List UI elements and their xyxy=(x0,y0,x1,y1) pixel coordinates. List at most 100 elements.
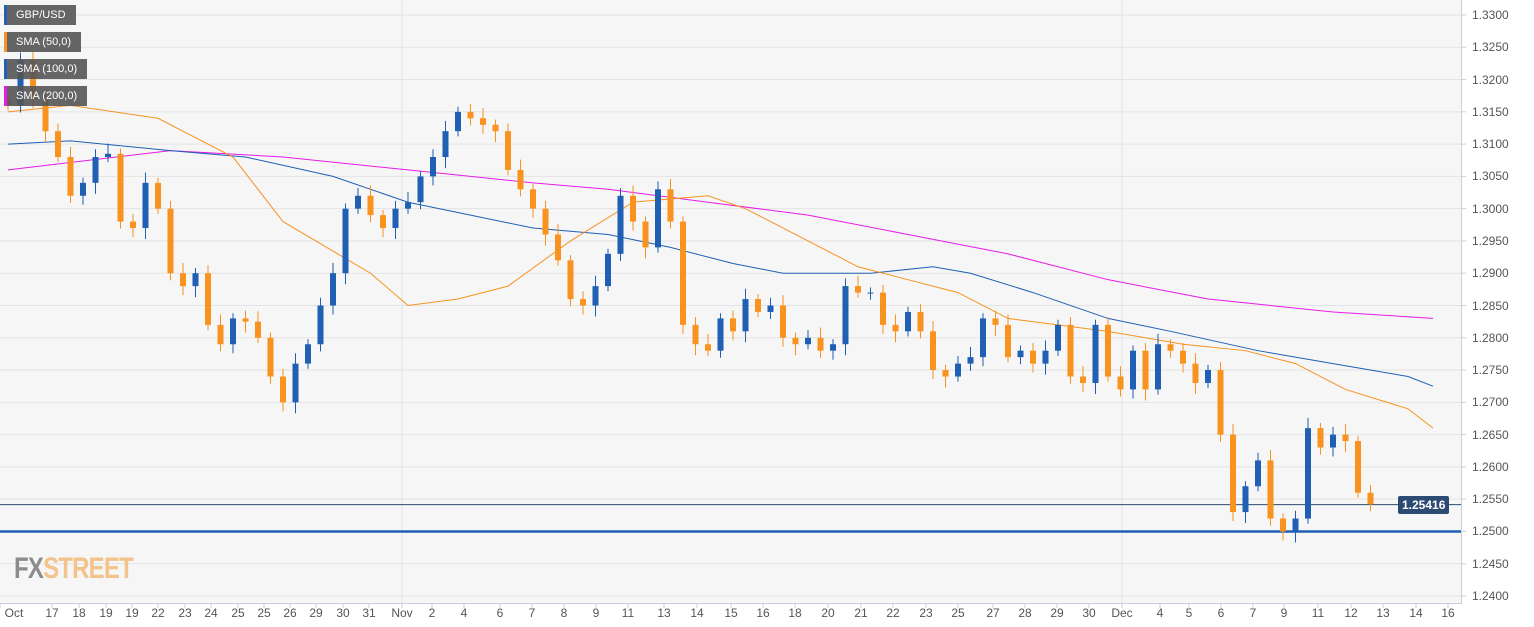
candle-down xyxy=(1180,350,1186,364)
x-tick-label: 14 xyxy=(1409,606,1423,620)
legend-item[interactable]: SMA (50,0) xyxy=(4,32,82,52)
x-tick-label: 7 xyxy=(528,606,536,620)
y-tick-label: 1.3150 xyxy=(1472,104,1509,119)
candle-down xyxy=(1367,492,1374,505)
legend-color-swatch xyxy=(4,5,7,25)
candle-down xyxy=(855,286,861,293)
candle-down xyxy=(630,195,636,222)
candle-up xyxy=(330,273,336,306)
x-tick-label: 13 xyxy=(657,606,671,620)
y-tick-label: 1.2500 xyxy=(1472,524,1509,539)
candle-up xyxy=(830,344,836,351)
candle-down xyxy=(130,221,136,229)
y-tick-label: 1.2650 xyxy=(1472,427,1509,442)
candle-up xyxy=(617,195,624,254)
x-tick-label: 4 xyxy=(460,606,468,620)
candle-up xyxy=(842,286,849,345)
candle-down xyxy=(930,331,936,371)
candle-down xyxy=(1005,324,1011,358)
legend-color-swatch xyxy=(4,32,7,52)
y-tick-label: 1.2550 xyxy=(1472,492,1509,507)
candle-down xyxy=(117,153,124,222)
y-tick-label: 1.3050 xyxy=(1472,169,1509,184)
candle-down xyxy=(1280,518,1286,532)
candle-up xyxy=(92,157,99,183)
candle-up xyxy=(305,344,311,364)
candle-down xyxy=(255,321,261,338)
candle-down xyxy=(567,260,574,300)
candle-down xyxy=(380,215,386,229)
chart-plot-area[interactable] xyxy=(0,0,1462,604)
x-tick-label: 29 xyxy=(309,606,323,620)
candle-down xyxy=(67,157,74,196)
x-tick-label: 27 xyxy=(986,606,1000,620)
candle-up xyxy=(1242,486,1249,513)
legend-item[interactable]: SMA (100,0) xyxy=(4,59,88,79)
candle-down xyxy=(1192,363,1199,383)
candle-down xyxy=(705,344,711,351)
candle-down xyxy=(280,376,286,403)
candle-up xyxy=(1305,428,1311,519)
x-tick-label: 30 xyxy=(1082,606,1096,620)
candle-down xyxy=(792,337,799,345)
x-tick-label: Oct xyxy=(4,606,24,620)
candle-down xyxy=(467,111,474,119)
candle-up xyxy=(430,157,436,177)
x-tick-label: 22 xyxy=(886,606,900,620)
x-tick-label: 29 xyxy=(1050,606,1064,620)
y-tick-label: 1.2400 xyxy=(1472,589,1509,603)
legend-item[interactable]: SMA (200,0) xyxy=(4,86,88,106)
y-tick-label: 1.2600 xyxy=(1472,459,1509,474)
candle-down xyxy=(367,195,374,216)
candle-down xyxy=(780,305,786,338)
candle-down xyxy=(1167,344,1174,351)
candle-up xyxy=(805,337,811,345)
candle-down xyxy=(1067,324,1074,377)
candle-down xyxy=(817,337,824,351)
y-tick-label: 1.3200 xyxy=(1472,72,1509,87)
x-tick-label: 22 xyxy=(151,606,165,620)
candle-up xyxy=(717,318,724,351)
current-price-label: 1.25416 xyxy=(1398,496,1450,514)
x-tick-label: 9 xyxy=(1280,606,1288,620)
y-tick-label: 1.2950 xyxy=(1472,233,1509,248)
candle-down xyxy=(942,370,949,377)
candle-down xyxy=(1080,376,1086,383)
x-tick-label: 11 xyxy=(621,606,635,620)
y-tick-label: 1.2700 xyxy=(1472,395,1509,410)
candle-up xyxy=(355,195,361,209)
candle-up xyxy=(417,176,424,203)
candle-up xyxy=(455,111,461,132)
candle-up xyxy=(905,311,911,332)
x-tick-label: 31 xyxy=(362,606,376,620)
candle-up xyxy=(17,60,24,106)
candle-up xyxy=(1255,460,1261,487)
candle-down xyxy=(167,208,174,274)
candle-up xyxy=(605,253,611,287)
x-tick-label: 19 xyxy=(125,606,139,620)
candle-up xyxy=(142,182,149,229)
x-tick-label: 2 xyxy=(428,606,436,620)
candle-down xyxy=(530,189,536,209)
candle-down xyxy=(492,124,499,132)
candle-down xyxy=(242,318,249,322)
x-tick-label: 12 xyxy=(1344,606,1358,620)
candle-down xyxy=(42,98,49,132)
candle-up xyxy=(292,363,299,403)
candle-up xyxy=(405,202,411,209)
x-tick-label: 11 xyxy=(1311,606,1325,620)
candle-down xyxy=(880,292,886,325)
x-tick-label: 16 xyxy=(756,606,770,620)
legend-item[interactable]: GBP/USD xyxy=(4,5,76,25)
candle-down xyxy=(1267,460,1274,519)
candle-up xyxy=(1205,370,1211,383)
x-tick-label: 19 xyxy=(99,606,113,620)
candle-down xyxy=(667,189,674,222)
candle-down xyxy=(30,60,36,99)
candle-up xyxy=(1092,324,1099,383)
candle-down xyxy=(1217,370,1224,435)
candle-down xyxy=(917,311,924,332)
candle-up xyxy=(742,299,749,332)
candle-up xyxy=(192,273,199,287)
